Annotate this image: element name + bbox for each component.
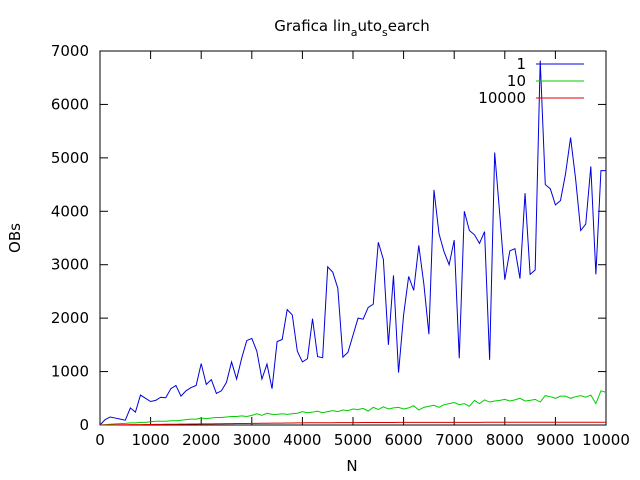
y-tick-label: 6000 bbox=[51, 95, 89, 113]
y-tick-label: 3000 bbox=[51, 256, 89, 274]
chart-title-part: uto bbox=[357, 17, 382, 35]
chart-title-part: Grafica lin bbox=[274, 17, 350, 35]
axes: 0 1000 2000 3000 4000 5000 6000 7000 8000 9000 100… bbox=[51, 42, 630, 449]
y-tick-label: 0 bbox=[79, 416, 89, 434]
legend-label: 10000 bbox=[478, 89, 526, 107]
chart-title-part: earch bbox=[388, 17, 430, 35]
chart-title: Grafica linautosearch bbox=[274, 17, 430, 39]
y-tick-label: 2000 bbox=[51, 309, 89, 327]
legend-label: 1 bbox=[516, 55, 526, 73]
plot-area bbox=[99, 60, 607, 426]
series-line-10000 bbox=[99, 421, 606, 426]
chart-title-subscript: s bbox=[382, 26, 388, 39]
x-axis-label: N bbox=[346, 457, 357, 475]
y-tick-label: 4000 bbox=[51, 202, 89, 220]
x-tick-label: 4000 bbox=[283, 431, 321, 449]
chart-title-subscript: a bbox=[351, 26, 358, 39]
plot-border bbox=[99, 50, 607, 426]
x-tick-label: 1000 bbox=[132, 431, 170, 449]
y-axis-label: OBs bbox=[6, 223, 24, 253]
y-tick-label: 7000 bbox=[51, 42, 89, 60]
y-tick-label: 1000 bbox=[51, 363, 89, 381]
x-tick-label: 10000 bbox=[582, 431, 630, 449]
x-tick-label: 8000 bbox=[486, 431, 524, 449]
x-tick-label: 7000 bbox=[435, 431, 473, 449]
x-tick-label: 3000 bbox=[233, 431, 271, 449]
series-line-1 bbox=[99, 60, 606, 426]
legend-label: 10 bbox=[507, 72, 526, 90]
x-tick-label: 5000 bbox=[334, 431, 372, 449]
x-tick-label: 0 bbox=[95, 431, 105, 449]
x-tick-label: 2000 bbox=[182, 431, 220, 449]
x-tick-label: 9000 bbox=[536, 431, 574, 449]
x-tick-label: 6000 bbox=[385, 431, 423, 449]
series-line-10 bbox=[99, 390, 607, 426]
y-tick-label: 5000 bbox=[51, 149, 89, 167]
